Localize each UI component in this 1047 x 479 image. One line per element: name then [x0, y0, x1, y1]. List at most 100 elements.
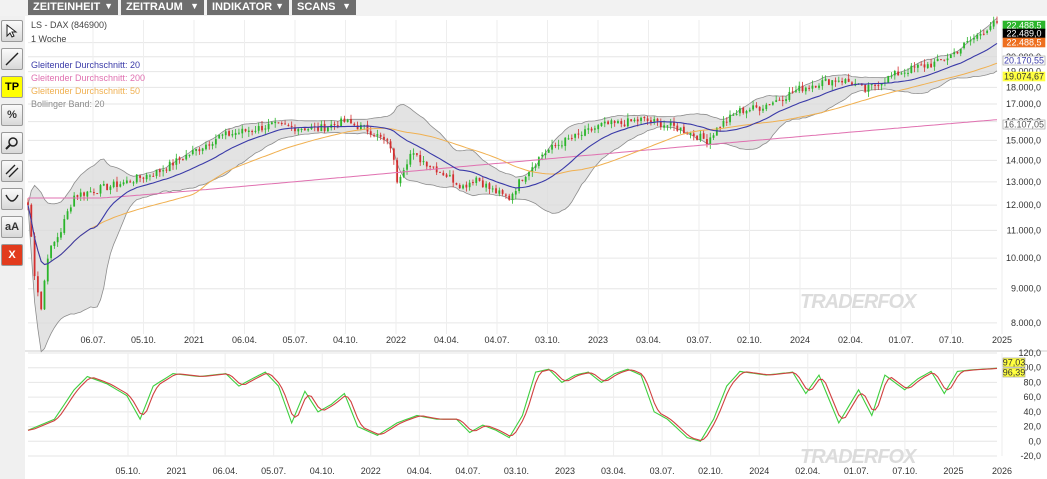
- candle-body: [333, 124, 336, 126]
- candle-body: [570, 137, 573, 139]
- candle-body: [976, 34, 979, 39]
- candle-body: [468, 182, 471, 188]
- candle-body: [399, 176, 402, 184]
- candle-body: [765, 104, 768, 110]
- candle-body: [149, 175, 151, 177]
- candle-body: [267, 123, 270, 130]
- candle-body: [498, 190, 501, 194]
- candle-body: [43, 280, 46, 310]
- candle-body: [867, 84, 870, 92]
- candle-body: [828, 79, 830, 85]
- candle-body: [603, 121, 606, 124]
- candle-body: [920, 64, 923, 66]
- candle-body: [706, 139, 708, 145]
- candle-body: [238, 132, 240, 134]
- candle-body: [511, 193, 514, 201]
- candle-body: [287, 125, 290, 127]
- candle-body: [343, 118, 346, 122]
- candle-body: [228, 131, 230, 136]
- candle-body: [340, 118, 343, 127]
- candle-body: [63, 219, 66, 233]
- candle-body: [99, 185, 102, 194]
- candle-body: [396, 160, 399, 183]
- candle-body: [748, 109, 751, 112]
- candle-body: [448, 175, 451, 177]
- candle-body: [659, 121, 662, 128]
- candle-body: [870, 84, 873, 86]
- candle-body: [122, 182, 125, 185]
- chart-symbol: LS - DAX (846900): [31, 20, 107, 30]
- candle-body: [116, 181, 118, 187]
- legend-entry: Gleitender Durchschnitt: 50: [31, 86, 140, 96]
- arc-tool-button[interactable]: [1, 188, 23, 210]
- candle-body: [890, 75, 893, 77]
- candle-body: [841, 80, 843, 83]
- tool-label: aA: [4, 221, 20, 233]
- tp-tool-button[interactable]: TP: [1, 76, 23, 98]
- trendline-tool-button[interactable]: [1, 48, 23, 70]
- candle-body: [452, 174, 455, 183]
- candle-body: [247, 130, 250, 132]
- candle-body: [778, 99, 781, 101]
- candle-body: [317, 126, 319, 131]
- candle-body: [310, 126, 313, 130]
- price-tick-label: 9.000,0: [1011, 284, 1041, 294]
- select-tool-button[interactable]: [1, 20, 23, 42]
- candle-body: [274, 121, 277, 124]
- candle-body: [814, 85, 817, 88]
- candle-body: [214, 139, 217, 145]
- candle-body: [887, 76, 890, 83]
- delete-tool-button[interactable]: X: [1, 244, 23, 266]
- candle-body: [40, 291, 43, 310]
- candle-body: [303, 128, 306, 131]
- candle-body: [834, 80, 837, 82]
- candle-body: [402, 170, 405, 177]
- candle-body: [376, 134, 379, 136]
- candle-body: [508, 195, 511, 200]
- time-tick-label: 04.10.: [310, 466, 335, 476]
- candle-body: [804, 87, 807, 92]
- candle-body: [607, 121, 609, 125]
- menu-zeiteinheit[interactable]: ZEITEINHEIT ▼: [28, 0, 118, 15]
- candle-body: [69, 207, 72, 212]
- menu-zeitraum[interactable]: ZEITRAUM ▼: [121, 0, 204, 15]
- time-tick-label: 2024: [790, 335, 810, 345]
- channel-tool-button[interactable]: [1, 160, 23, 182]
- time-tick-label: 2021: [184, 335, 204, 345]
- percent-tool-button[interactable]: %: [1, 104, 23, 126]
- candle-body: [762, 108, 764, 111]
- menu-scans[interactable]: SCANS ▼: [292, 0, 356, 15]
- candle-body: [897, 71, 900, 76]
- menu-indikator[interactable]: INDIKATOR ▼: [207, 0, 289, 15]
- candle-body: [369, 131, 372, 135]
- candle-body: [284, 123, 286, 125]
- candle-body: [145, 174, 148, 180]
- candle-body: [798, 85, 801, 91]
- candle-body: [847, 78, 850, 82]
- menu-label: ZEITEINHEIT: [33, 1, 101, 13]
- candle-body: [185, 155, 188, 160]
- candle-body: [429, 165, 432, 167]
- candle-body: [742, 107, 745, 113]
- candle-body: [758, 106, 761, 111]
- candle-body: [926, 64, 929, 68]
- oscillator-tag-label: 96,39: [1003, 368, 1026, 378]
- oscillator-grid: [25, 350, 1047, 457]
- candle-body: [172, 162, 174, 166]
- candle-body: [373, 135, 375, 137]
- candle-body: [439, 171, 441, 173]
- candle-body: [132, 182, 135, 184]
- candle-body: [719, 126, 722, 128]
- text-tool-button[interactable]: aA: [1, 216, 23, 238]
- candle-body: [771, 102, 774, 105]
- zoom-tool-button[interactable]: [1, 132, 23, 154]
- candle-body: [162, 170, 165, 172]
- candle-body: [60, 232, 62, 238]
- dropdown-arrow-icon: ▼: [104, 1, 113, 11]
- candle-body: [682, 126, 685, 134]
- time-tick-label: 01.07.: [844, 466, 869, 476]
- chart-area[interactable]: TRADERFOX TRADERFOX LS - DAX (846900) 1 W…: [25, 16, 1047, 479]
- oscillator-tag-box: [1002, 367, 1026, 378]
- candle-body: [795, 90, 797, 92]
- time-tick-label: 07.10.: [939, 335, 964, 345]
